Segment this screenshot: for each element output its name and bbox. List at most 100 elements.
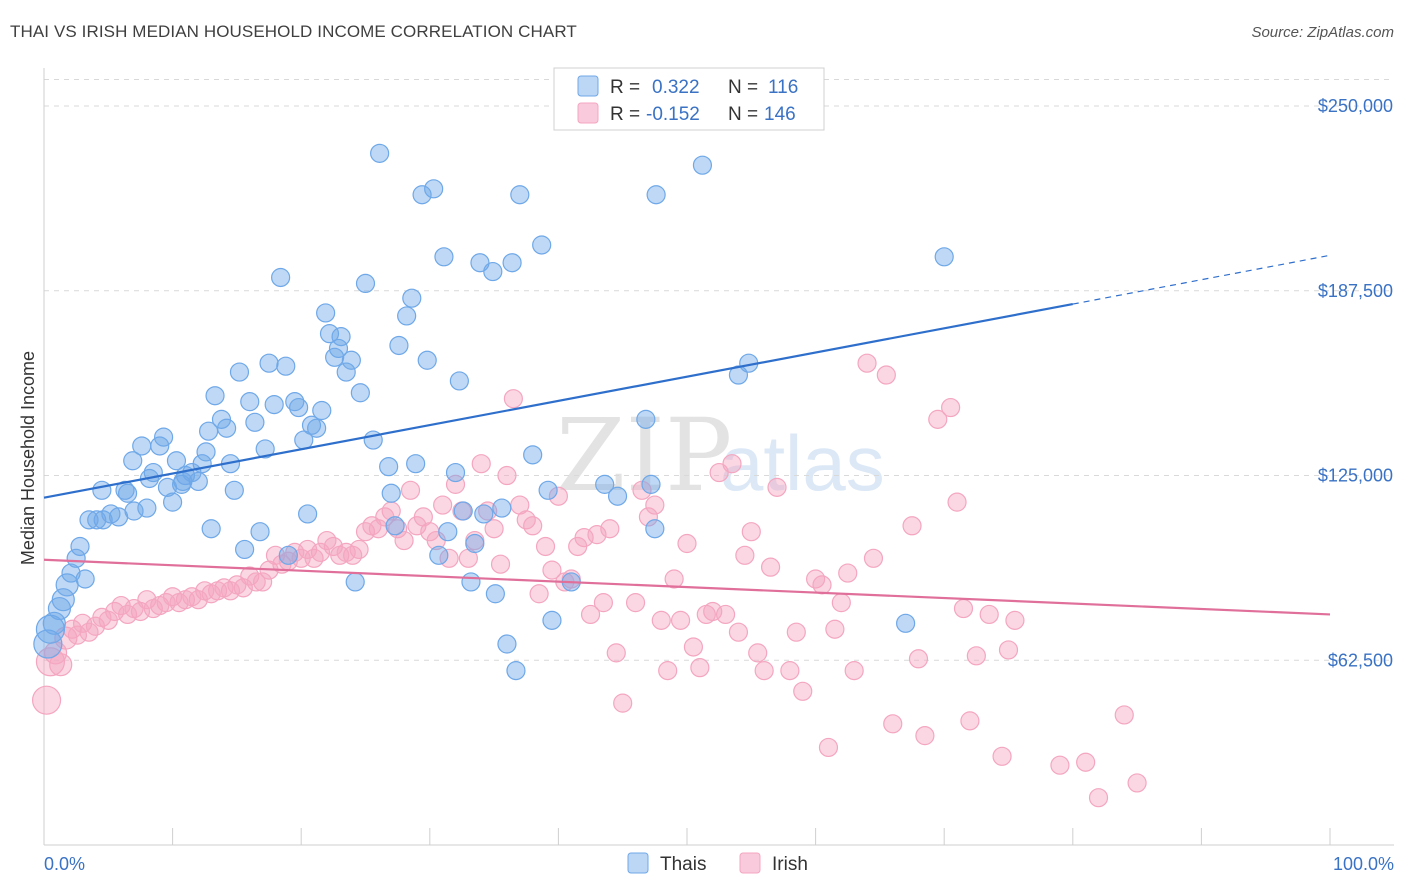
thais-point xyxy=(523,445,543,465)
thais-point xyxy=(201,519,221,539)
legend-r-value-thais: 0.322 xyxy=(652,77,700,98)
thais-point xyxy=(389,335,409,356)
irish-point xyxy=(831,593,851,613)
irish-point xyxy=(529,584,549,604)
thais-point xyxy=(429,545,449,565)
thais-point xyxy=(255,439,275,459)
axes xyxy=(43,68,1394,846)
irish-point xyxy=(818,737,839,758)
thais-point xyxy=(307,418,327,438)
irish-point xyxy=(728,622,749,642)
irish-point xyxy=(767,477,787,497)
thais-point xyxy=(502,253,522,273)
y-tick-label: $187,500 xyxy=(1318,281,1393,301)
thais-point xyxy=(336,362,356,382)
irish-point xyxy=(1127,773,1147,793)
thais-point xyxy=(229,362,250,382)
thais-point xyxy=(93,510,113,530)
y-tick-labels: $62,500 $125,000 $187,500 $250,000 xyxy=(1318,96,1393,670)
irish-point xyxy=(606,643,626,663)
thais-point xyxy=(896,613,916,633)
y-tick-label: $125,000 xyxy=(1318,466,1393,486)
irish-point xyxy=(433,495,453,515)
thais-point xyxy=(250,522,270,542)
thais-point xyxy=(123,451,143,471)
irish-point xyxy=(625,593,646,613)
thais-point xyxy=(316,303,336,323)
irish-point xyxy=(349,539,369,560)
thais-point xyxy=(42,611,66,635)
thais-point xyxy=(370,143,390,163)
thais-point xyxy=(417,350,437,370)
thais-point xyxy=(173,471,193,492)
irish-point xyxy=(722,454,742,474)
thais-point xyxy=(92,480,112,500)
legend-n-value-thais: 116 xyxy=(768,77,798,98)
thais-point xyxy=(235,539,255,560)
irish-point xyxy=(535,536,556,557)
irish-point xyxy=(613,693,633,713)
irish-point xyxy=(1005,610,1025,630)
thais-point xyxy=(538,480,558,500)
thais-point xyxy=(211,409,232,429)
thais-point xyxy=(485,584,505,604)
thais-point xyxy=(412,185,432,205)
irish-point xyxy=(1114,705,1134,725)
thais-point xyxy=(453,501,473,521)
irish-point xyxy=(593,593,614,613)
irish-point xyxy=(883,714,903,734)
irish-point xyxy=(760,557,781,577)
thais-point xyxy=(379,457,399,477)
thais-point xyxy=(646,185,666,205)
thais-point xyxy=(33,629,63,659)
irish-point xyxy=(677,533,697,554)
x-tick-label-max: 100.0% xyxy=(1333,854,1394,874)
irish-point xyxy=(780,661,800,681)
thais-point xyxy=(264,394,284,415)
irish-point xyxy=(580,604,601,625)
watermark-atlas: atlas xyxy=(720,419,885,507)
irish-point xyxy=(825,619,845,639)
thais-point xyxy=(132,436,152,456)
source-label: Source: ZipAtlas.com xyxy=(1251,24,1394,41)
bottom-legend-label-thais: Thais xyxy=(660,854,706,875)
thais-point xyxy=(66,548,86,568)
legend-r-label-thais: R = xyxy=(610,77,640,98)
thais-point xyxy=(497,634,517,654)
irish-point xyxy=(735,545,755,565)
legend-swatch-thais xyxy=(577,75,599,97)
thais-point xyxy=(483,261,503,282)
irish-point xyxy=(793,681,813,701)
thais-point xyxy=(474,504,494,524)
thais-point xyxy=(397,306,417,326)
thais-point xyxy=(163,492,183,512)
thais-point xyxy=(449,371,469,391)
irish-point xyxy=(368,519,388,539)
irish-point xyxy=(645,495,665,515)
irish-point xyxy=(638,507,659,527)
thais-point xyxy=(542,610,562,630)
bottom-legend: Thais Irish xyxy=(627,852,808,875)
thais-point xyxy=(406,454,426,474)
y-tick-label: $62,500 xyxy=(1328,650,1393,670)
irish-point xyxy=(542,560,562,580)
thais-point xyxy=(137,498,157,518)
thais-point xyxy=(196,442,216,462)
y-tick-label: $250,000 xyxy=(1318,96,1393,116)
thais-point xyxy=(289,397,309,418)
irish-point xyxy=(658,661,678,681)
thais-point xyxy=(224,480,244,500)
thais-point xyxy=(641,474,661,494)
thais-point xyxy=(692,155,713,175)
thais-point xyxy=(87,510,107,530)
irish-series xyxy=(31,353,1147,808)
thais-point xyxy=(61,563,81,583)
legend-n-label-irish: N = xyxy=(728,104,758,125)
legend-n-value-irish: 146 xyxy=(764,104,796,125)
irish-point xyxy=(683,637,704,657)
thais-point xyxy=(345,572,365,592)
irish-point xyxy=(741,522,761,542)
top-legend: R = 0.322 N = 116 R = -0.152 N = 146 xyxy=(553,67,825,131)
thais-point xyxy=(240,392,260,412)
